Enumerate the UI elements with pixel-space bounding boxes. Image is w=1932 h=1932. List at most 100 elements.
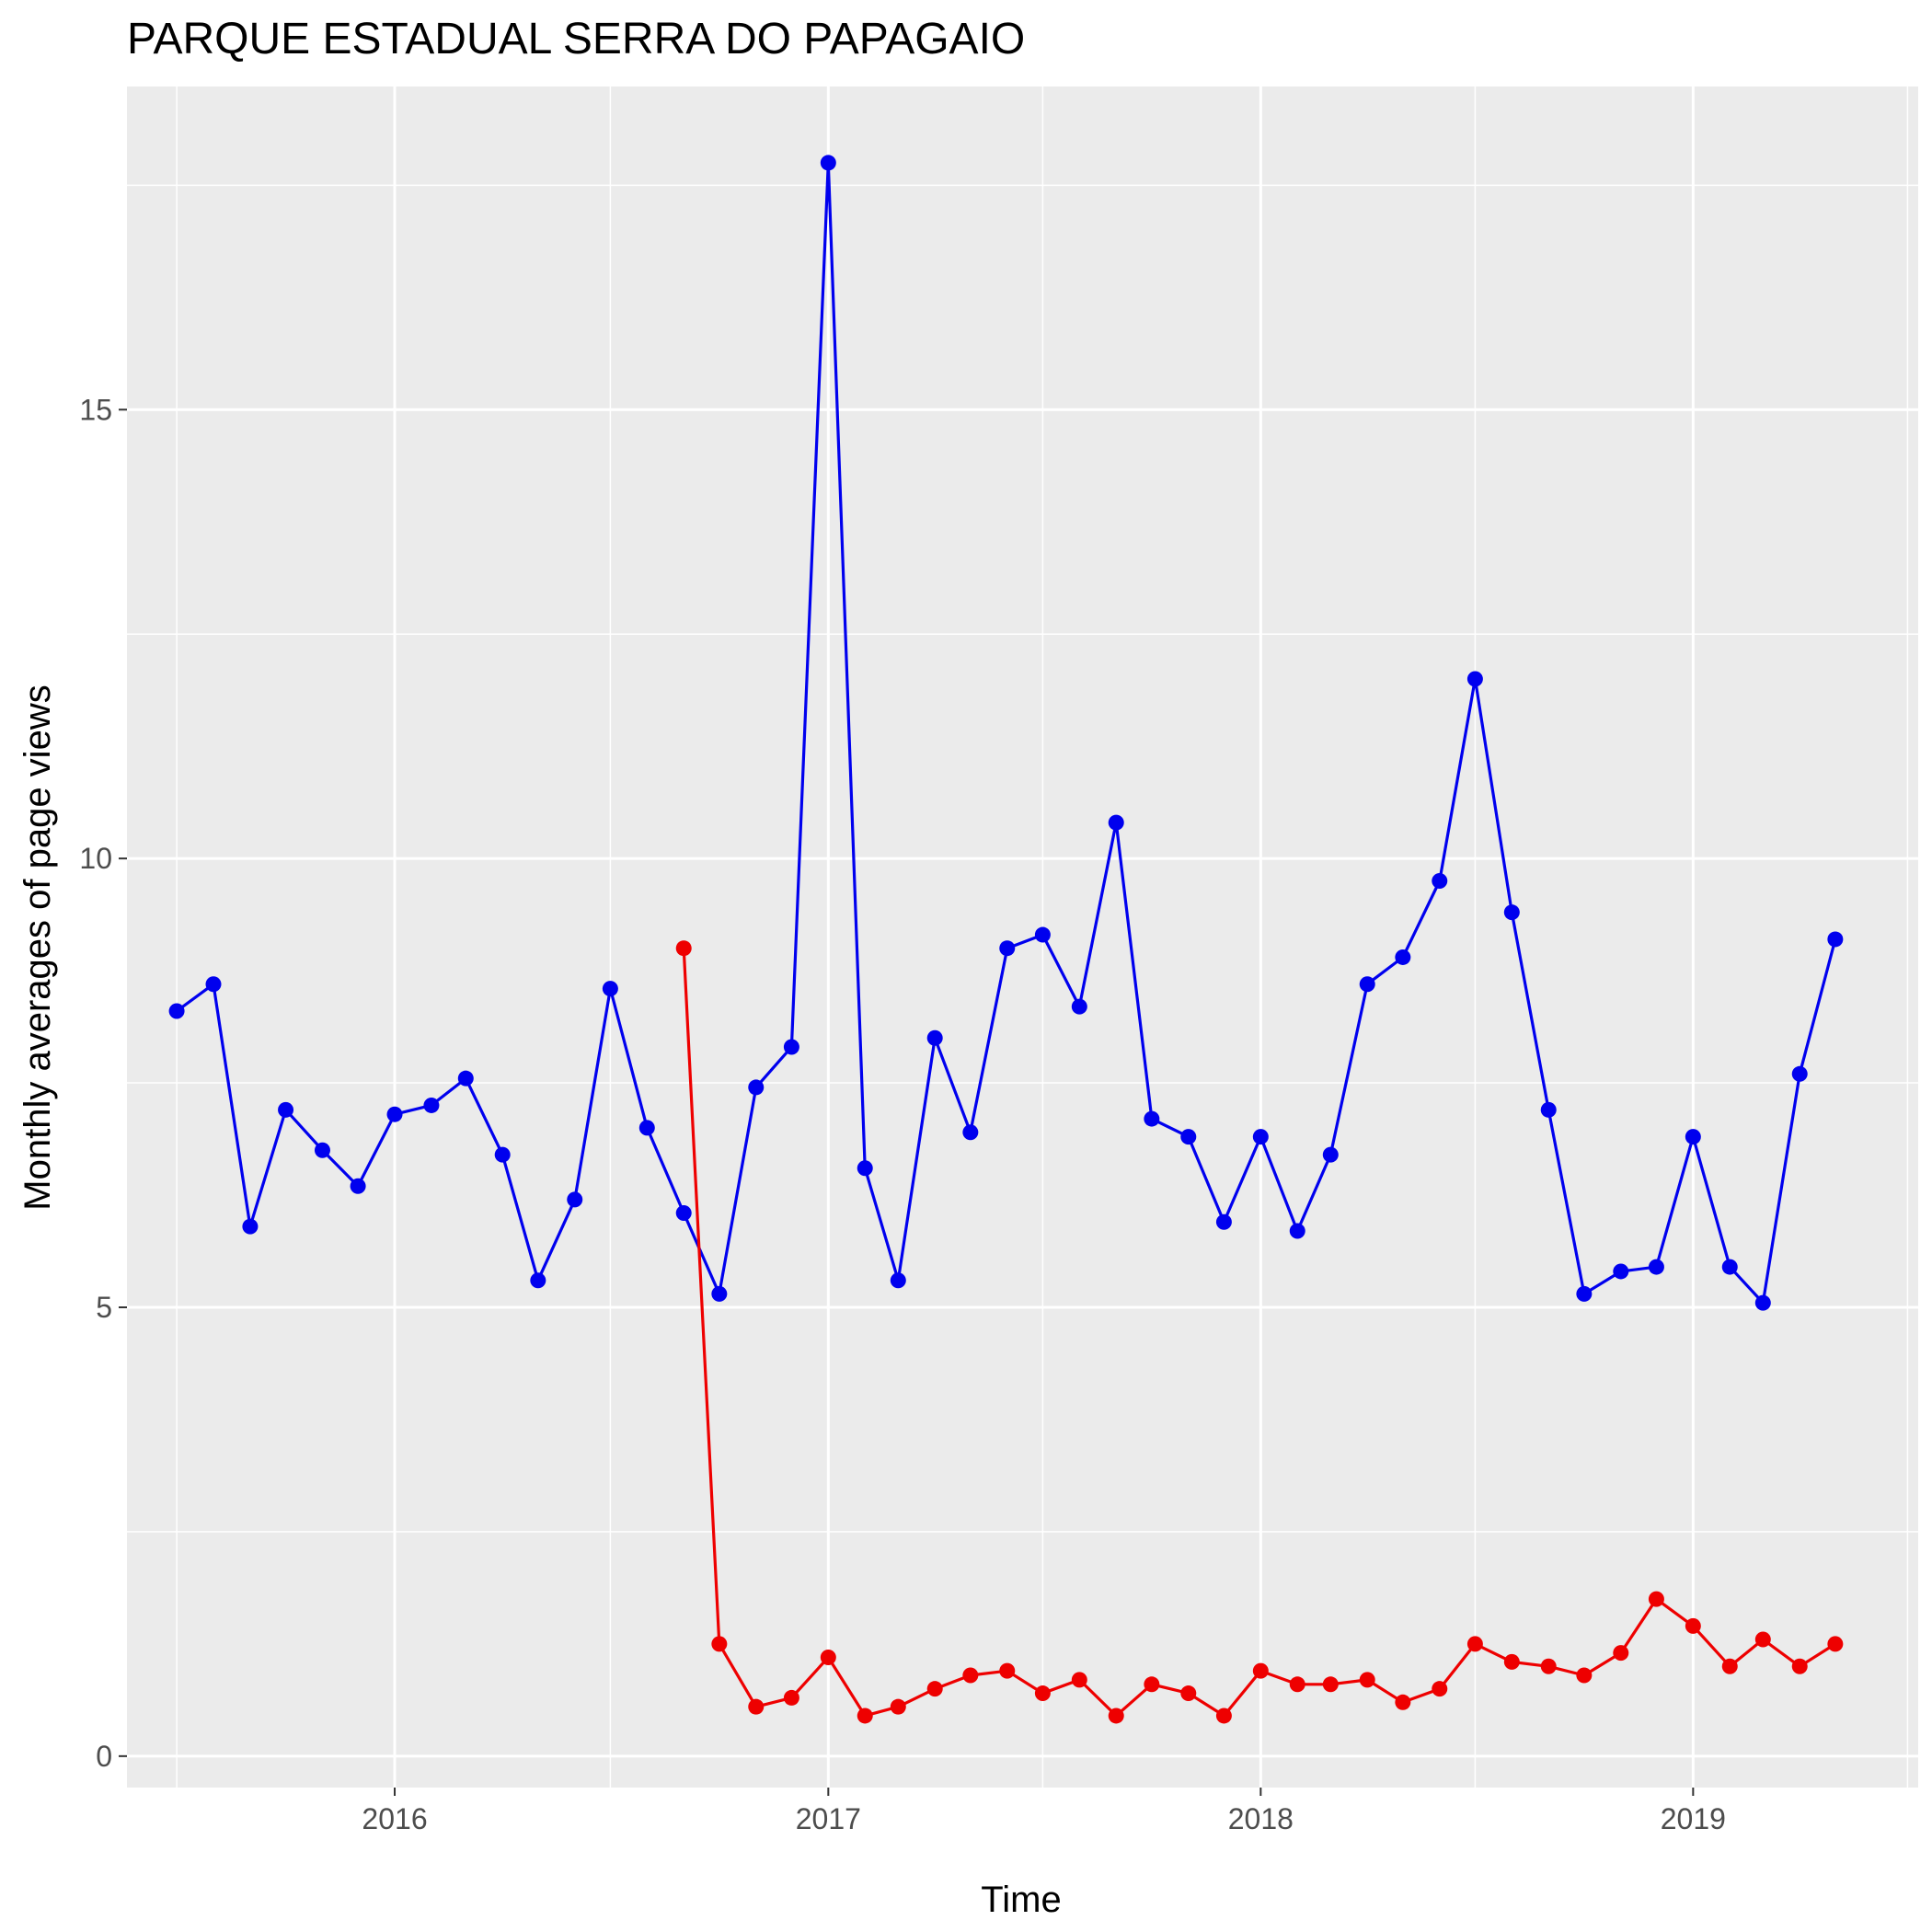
data-point (602, 981, 618, 997)
data-point (926, 1681, 943, 1697)
data-point (1648, 1259, 1664, 1275)
data-point (1180, 1129, 1197, 1145)
data-point (1289, 1676, 1305, 1693)
data-point (783, 1689, 799, 1706)
data-point (1613, 1263, 1629, 1280)
x-axis-title: Time (981, 1880, 1061, 1920)
data-point (711, 1636, 728, 1652)
chart-title: PARQUE ESTADUAL SERRA DO PAPAGAIO (127, 15, 1025, 63)
data-point (820, 1650, 836, 1666)
data-point (1289, 1223, 1305, 1239)
y-tick-label: 15 (79, 393, 112, 426)
data-point (350, 1178, 366, 1194)
x-tick-label: 2019 (1661, 1802, 1726, 1835)
data-point (457, 1070, 474, 1087)
data-point (1252, 1662, 1269, 1679)
data-point (1071, 998, 1087, 1015)
data-point (168, 1003, 185, 1019)
data-point (638, 1120, 655, 1136)
y-axis-tick-labels: 0 5 10 15 (79, 393, 112, 1773)
data-point (1466, 671, 1483, 687)
data-point (278, 1101, 294, 1118)
data-point (1108, 814, 1124, 831)
y-tick-label: 0 (96, 1740, 112, 1773)
data-point (1827, 1636, 1844, 1652)
series-1 (168, 155, 1844, 1311)
data-point (1144, 1676, 1160, 1693)
data-point (1754, 1294, 1771, 1311)
major-gridlines (127, 86, 1918, 1788)
data-point (1503, 1653, 1520, 1670)
plot-panel (127, 86, 1918, 1788)
data-point (1827, 931, 1844, 948)
data-point (1322, 1146, 1339, 1163)
data-point (530, 1272, 546, 1289)
data-point (1540, 1658, 1557, 1674)
minor-gridlines (127, 86, 1918, 1788)
x-tick-label: 2016 (362, 1802, 427, 1835)
data-point (675, 1205, 692, 1222)
data-point (1791, 1658, 1808, 1674)
data-point (1685, 1129, 1701, 1145)
data-point (242, 1218, 259, 1235)
data-point (857, 1708, 873, 1724)
data-point (926, 1029, 943, 1046)
data-point (1108, 1708, 1124, 1724)
data-point (386, 1106, 403, 1122)
data-point (711, 1285, 728, 1302)
data-point (675, 940, 692, 957)
data-point (1359, 976, 1375, 993)
data-point (820, 155, 836, 171)
data-point (1395, 1694, 1411, 1710)
data-point (1613, 1645, 1629, 1662)
data-point (1432, 1681, 1448, 1697)
data-point (1395, 949, 1411, 965)
data-point (783, 1039, 799, 1055)
data-point (1754, 1631, 1771, 1648)
data-point (890, 1272, 906, 1289)
axis-ticks (119, 408, 1695, 1796)
data-point (962, 1124, 979, 1141)
data-point (1180, 1685, 1197, 1702)
data-point (857, 1160, 873, 1177)
x-tick-label: 2017 (796, 1802, 861, 1835)
data-point (494, 1146, 511, 1163)
data-point (423, 1097, 440, 1113)
y-axis-title: Monthly averages of page views (17, 684, 58, 1210)
data-point (1034, 1685, 1051, 1702)
data-point (1576, 1667, 1593, 1684)
data-point (999, 940, 1016, 957)
y-tick-label: 5 (96, 1291, 112, 1324)
data-point (314, 1142, 330, 1158)
data-point (748, 1698, 765, 1715)
data-point (1648, 1591, 1664, 1607)
data-point (205, 976, 222, 993)
data-point (1034, 926, 1051, 943)
data-point (1144, 1110, 1160, 1127)
data-point (1071, 1672, 1087, 1688)
data-point (1252, 1129, 1269, 1145)
data-point (1503, 904, 1520, 921)
data-point (748, 1079, 765, 1096)
data-point (1432, 873, 1448, 890)
data-point (1791, 1065, 1808, 1082)
data-point (1215, 1213, 1232, 1230)
data-point (962, 1667, 979, 1684)
data-point (1685, 1617, 1701, 1634)
data-point (1576, 1285, 1593, 1302)
data-point (1540, 1101, 1557, 1118)
x-axis-tick-labels: 2016 2017 2018 2019 (362, 1802, 1726, 1835)
data-point (1359, 1672, 1375, 1688)
data-point (1721, 1259, 1738, 1275)
series-layer (168, 155, 1844, 1724)
y-tick-label: 10 (79, 842, 112, 875)
x-tick-label: 2018 (1228, 1802, 1294, 1835)
data-point (999, 1662, 1016, 1679)
series-2 (675, 940, 1844, 1724)
data-point (1466, 1636, 1483, 1652)
data-point (890, 1698, 906, 1715)
data-point (567, 1191, 583, 1208)
data-point (1721, 1658, 1738, 1674)
data-point (1215, 1708, 1232, 1724)
